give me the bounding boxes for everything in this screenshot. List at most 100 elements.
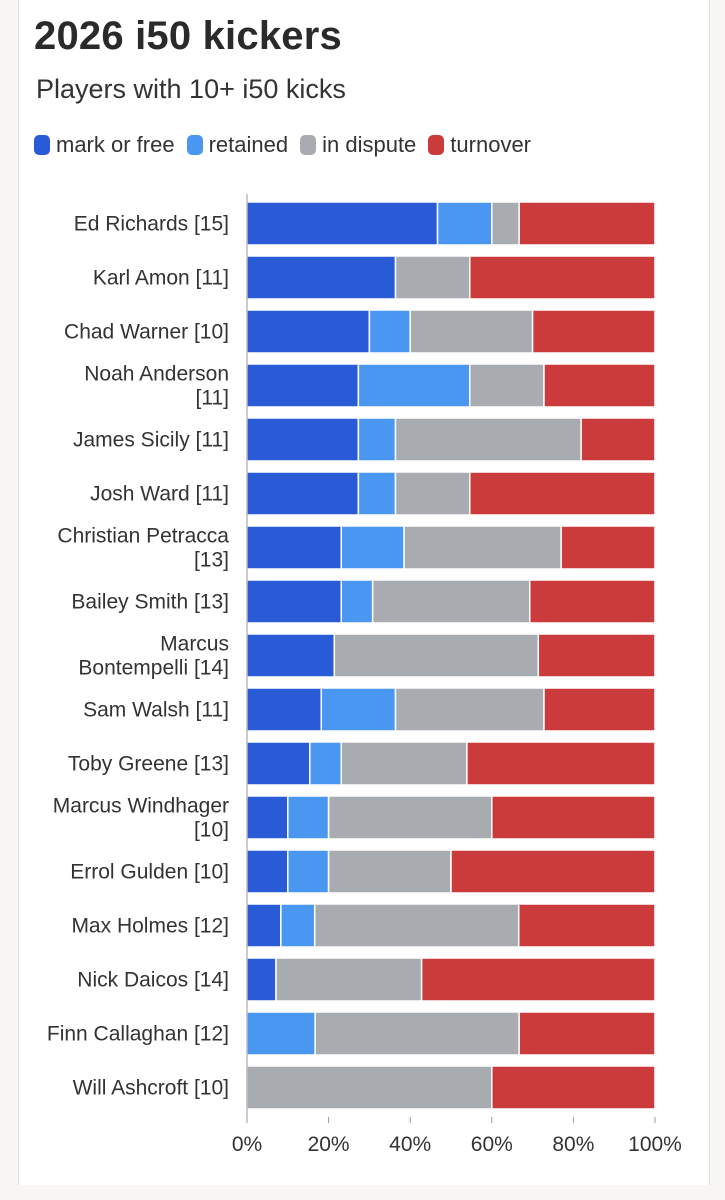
category-label-4: James Sicily [11] (73, 429, 229, 452)
category-label-14: Nick Daicos [14] (77, 969, 229, 992)
bar-segment-mark-or-free-8 (246, 633, 336, 678)
bar-segment-in-dispute-12 (327, 849, 452, 894)
x-tick-label-4: 80% (552, 1133, 594, 1156)
bar-segment-in-dispute-8 (333, 633, 540, 678)
bar-segment-in-dispute-1 (394, 255, 471, 300)
bar-segment-retained-13 (280, 903, 316, 948)
legend-item-mark-or-free: mark or free (34, 132, 175, 158)
legend-item-turnover: turnover (428, 132, 531, 158)
bar-segment-in-dispute-11 (327, 795, 493, 840)
bar-segment-turnover-3 (543, 363, 656, 408)
legend-label-mark-or-free: mark or free (56, 132, 175, 157)
bar-segment-in-dispute-7 (371, 579, 531, 624)
category-label-11-line-0: Marcus Windhager (53, 795, 229, 818)
bar-segment-retained-15 (246, 1011, 316, 1056)
bar-segment-in-dispute-14 (275, 957, 423, 1002)
bar-segment-mark-or-free-6 (246, 525, 342, 570)
bar-segment-in-dispute-5 (394, 471, 471, 516)
swatch-mark-or-free (34, 135, 50, 155)
category-label-2: Chad Warner [10] (64, 321, 229, 344)
bar-segment-in-dispute-15 (314, 1011, 520, 1056)
category-label-12: Errol Gulden [10] (70, 861, 229, 884)
bar-segment-turnover-2 (531, 309, 656, 354)
bar-segment-mark-or-free-11 (246, 795, 289, 840)
x-tick-label-3: 60% (471, 1133, 513, 1156)
bar-segment-retained-11 (287, 795, 330, 840)
legend-label-turnover: turnover (450, 132, 532, 157)
bar-segment-retained-6 (340, 525, 405, 570)
bar-segment-turnover-9 (543, 687, 656, 732)
bar-segment-turnover-1 (469, 255, 656, 300)
bar-segment-mark-or-free-10 (246, 741, 311, 786)
bar-segment-in-dispute-6 (403, 525, 562, 570)
category-label-13: Max Holmes [12] (71, 915, 229, 938)
bar-segment-turnover-0 (518, 201, 656, 246)
category-label-16: Will Ashcroft [10] (73, 1077, 229, 1100)
bar-segment-in-dispute-3 (469, 363, 545, 408)
x-tick-label-1: 20% (308, 1133, 350, 1156)
page-bottom-margin (0, 1185, 725, 1200)
category-label-6-line-0: Christian Petracca (57, 525, 229, 548)
bar-segment-mark-or-free-3 (246, 363, 360, 408)
legend: mark or free retained in dispute turnove… (34, 132, 543, 158)
chart-title: 2026 i50 kickers (34, 14, 342, 58)
category-label-15: Finn Callaghan [12] (47, 1023, 229, 1046)
bar-segment-retained-3 (357, 363, 471, 408)
legend-label-in-dispute: in dispute (322, 132, 417, 157)
bar-segment-retained-10 (309, 741, 342, 786)
category-label-10: Toby Greene [13] (68, 753, 229, 776)
bar-segment-mark-or-free-13 (246, 903, 282, 948)
bar-segment-turnover-7 (528, 579, 656, 624)
swatch-retained (186, 135, 203, 155)
bar-segment-turnover-15 (518, 1011, 656, 1056)
category-label-9: Sam Walsh [11] (83, 699, 229, 722)
legend-item-in-dispute: in dispute (300, 132, 416, 158)
bar-segment-mark-or-free-1 (246, 255, 397, 300)
bar-segment-in-dispute-2 (409, 309, 534, 354)
bar-segment-in-dispute-4 (394, 417, 582, 462)
x-tick-label-2: 40% (389, 1133, 431, 1156)
bar-segment-mark-or-free-12 (246, 849, 289, 894)
bar-segment-turnover-10 (466, 741, 656, 786)
bar-segment-turnover-4 (580, 417, 656, 462)
bar-segment-turnover-16 (491, 1065, 656, 1110)
bar-segment-retained-12 (287, 849, 330, 894)
bar-segment-retained-7 (340, 579, 374, 624)
category-label-3-line-0: Noah Anderson (84, 363, 229, 386)
legend-label-retained: retained (208, 132, 289, 157)
bar-segment-retained-5 (357, 471, 397, 516)
category-label-7: Bailey Smith [13] (71, 591, 229, 614)
bar-segment-turnover-12 (450, 849, 656, 894)
bar-segment-turnover-13 (517, 903, 656, 948)
x-tick-label-0: 0% (232, 1133, 262, 1156)
swatch-in-dispute (300, 135, 317, 155)
bar-segment-in-dispute-10 (340, 741, 468, 786)
bar-segment-mark-or-free-0 (246, 201, 439, 246)
bar-segment-in-dispute-0 (491, 201, 520, 246)
bar-segment-turnover-5 (469, 471, 656, 516)
swatch-turnover (428, 135, 445, 155)
bar-segment-retained-2 (368, 309, 411, 354)
bar-segment-mark-or-free-7 (246, 579, 342, 624)
bar-segment-retained-9 (320, 687, 397, 732)
legend-item-retained: retained (186, 132, 289, 158)
category-label-8-line-0: Marcus (160, 633, 229, 656)
category-label-6-line-1: [13] (194, 549, 229, 572)
bar-segment-turnover-14 (420, 957, 656, 1002)
bar-segment-turnover-6 (560, 525, 656, 570)
category-label-0: Ed Richards [15] (74, 213, 229, 236)
category-label-3-line-1: [11] (196, 387, 229, 410)
category-label-5: Josh Ward [11] (90, 483, 229, 506)
bar-segment-turnover-8 (537, 633, 656, 678)
bar-segment-retained-4 (357, 417, 397, 462)
category-label-11-line-1: [10] (194, 819, 229, 842)
bar-segment-in-dispute-13 (313, 903, 520, 948)
bar-segment-mark-or-free-2 (246, 309, 371, 354)
bar-segment-mark-or-free-9 (246, 687, 323, 732)
bar-segment-mark-or-free-14 (246, 957, 277, 1002)
x-tick-label-5: 100% (628, 1133, 682, 1156)
bar-segment-turnover-11 (491, 795, 656, 840)
bar-segment-mark-or-free-4 (246, 417, 360, 462)
bar-segment-in-dispute-9 (394, 687, 545, 732)
